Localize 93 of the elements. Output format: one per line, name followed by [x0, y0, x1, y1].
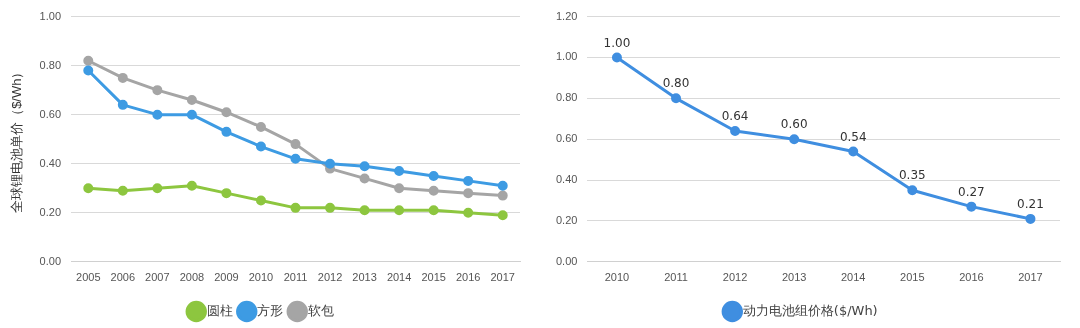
data-label: 0.27: [958, 184, 985, 199]
x-tick-label: 2017: [1018, 271, 1043, 284]
point: [1025, 213, 1036, 224]
x-tick-label: 2010: [604, 271, 630, 284]
y-tick-label: 0.40: [39, 156, 62, 169]
data-label: 0.64: [721, 109, 749, 124]
point: [117, 72, 128, 83]
x-tick-label: 2015: [421, 271, 446, 284]
point: [221, 107, 232, 118]
point: [428, 185, 439, 196]
x-tick-label: 2013: [781, 271, 807, 284]
y-tick-label: 0.00: [555, 254, 578, 267]
x-tick-label: 2006: [110, 271, 136, 284]
x-tick-label: 2008: [179, 271, 205, 284]
point: [428, 205, 439, 216]
y-tick-label: 0.00: [39, 254, 62, 267]
x-tick-label: 2005: [76, 271, 101, 284]
data-label: 0.60: [780, 117, 808, 132]
point: [359, 173, 370, 184]
point: [463, 175, 474, 186]
point: [907, 185, 918, 196]
point: [152, 183, 163, 194]
x-tick-label: 2012: [722, 271, 748, 284]
point: [117, 99, 128, 110]
point: [255, 121, 266, 132]
point: [221, 188, 232, 199]
point: [255, 195, 266, 206]
point: [789, 134, 800, 145]
x-tick-label: 2013: [352, 271, 377, 284]
point: [730, 126, 741, 137]
y-tick-label: 0.60: [555, 132, 578, 145]
point: [186, 94, 197, 105]
point: [83, 65, 94, 76]
x-tick-label: 2009: [214, 271, 239, 284]
legend-label: 方形: [257, 302, 284, 318]
x-tick-label: 2015: [900, 271, 925, 284]
y-tick-label: 0.40: [555, 173, 578, 186]
point: [186, 180, 197, 191]
legend-label: 圆柱: [206, 302, 233, 318]
point: [497, 180, 508, 191]
data-label: 0.35: [898, 168, 926, 183]
x-tick-label: 2014: [386, 271, 412, 284]
point: [394, 166, 405, 177]
point: [359, 205, 370, 216]
x-tick-label: 2011: [664, 271, 688, 284]
point: [83, 55, 94, 66]
point: [325, 158, 336, 169]
legend-label: 动力电池组价格($/Wh): [742, 302, 878, 318]
point: [152, 109, 163, 120]
point: [152, 85, 163, 96]
point: [325, 202, 336, 213]
x-tick-label: 2012: [317, 271, 343, 284]
point: [671, 93, 682, 104]
y-tick-label: 1.20: [555, 9, 578, 22]
point: [290, 153, 301, 164]
y-tick-label: 0.80: [39, 58, 62, 71]
y-tick-label: 1.00: [555, 50, 578, 63]
point: [290, 202, 301, 213]
y-tick-label: 0.80: [555, 91, 578, 104]
point: [497, 210, 508, 221]
y-tick-label: 0.20: [555, 213, 578, 226]
point: [290, 139, 301, 150]
point: [497, 190, 508, 201]
y-axis-title: 全球锂电池单价（$/Wh）: [9, 65, 25, 213]
x-tick-label: 2010: [248, 271, 274, 284]
data-label: 0.54: [839, 129, 867, 144]
point: [611, 52, 622, 63]
point: [117, 185, 128, 196]
legend-label: 软包: [307, 302, 334, 318]
point: [359, 161, 370, 172]
point: [463, 188, 474, 199]
point: [83, 183, 94, 194]
point: [394, 183, 405, 194]
x-tick-label: 2016: [959, 271, 984, 284]
data-label: 0.80: [662, 76, 690, 91]
y-tick-label: 0.60: [39, 107, 62, 120]
x-tick-label: 2011: [283, 271, 308, 284]
x-tick-label: 2014: [841, 271, 866, 284]
y-tick-label: 1.00: [39, 9, 62, 22]
x-tick-label: 2017: [490, 271, 515, 284]
y-tick-label: 0.20: [39, 205, 62, 218]
data-label: 0.21: [1017, 197, 1044, 212]
point: [848, 146, 859, 157]
point: [463, 207, 474, 218]
point: [221, 126, 232, 137]
point: [186, 109, 197, 120]
x-tick-label: 2016: [455, 271, 481, 284]
point: [428, 170, 439, 181]
x-tick-label: 2007: [145, 271, 170, 284]
data-label: 1.00: [603, 35, 631, 50]
point: [394, 205, 405, 216]
point: [966, 201, 977, 212]
point: [255, 141, 266, 152]
